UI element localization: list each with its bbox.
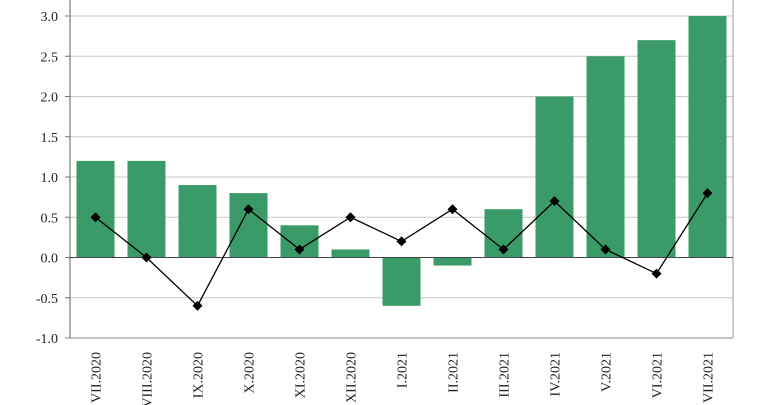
line-marker-VII.2020 bbox=[90, 212, 101, 223]
y-tick-label: -0.5 bbox=[36, 292, 58, 307]
x-tick-label: I.2021 bbox=[396, 352, 411, 388]
bar-X.2020 bbox=[229, 193, 268, 258]
line-marker-IV.2021 bbox=[549, 196, 560, 207]
x-tick-label: III.2021 bbox=[498, 352, 513, 398]
x-tick-label: VII.2021 bbox=[702, 352, 717, 403]
x-tick-label: X.2020 bbox=[243, 352, 258, 394]
bar-VI.2021 bbox=[637, 40, 676, 258]
x-tick-label: IV.2021 bbox=[549, 352, 564, 396]
x-tick-label: VII.2020 bbox=[90, 352, 105, 403]
line-marker-VI.2021 bbox=[651, 268, 662, 279]
x-tick-label: VIII.2020 bbox=[141, 352, 156, 405]
bar-VII.2021 bbox=[688, 16, 727, 258]
x-tick-label: VI.2021 bbox=[651, 352, 666, 398]
line-marker-VIII.2020 bbox=[141, 252, 152, 263]
y-tick-label: 0.5 bbox=[41, 211, 59, 226]
y-tick-label: 1.5 bbox=[41, 131, 59, 146]
line-marker-XI.2020 bbox=[294, 244, 305, 255]
x-tick-label: IX.2020 bbox=[192, 352, 207, 398]
bar-VIII.2020 bbox=[127, 160, 166, 258]
y-tick-label: 2.0 bbox=[41, 91, 59, 106]
y-tick-label: 0.0 bbox=[41, 252, 59, 267]
bar-I.2021 bbox=[382, 257, 421, 306]
y-tick-label: 1.0 bbox=[41, 171, 59, 186]
bar-XII.2020 bbox=[331, 249, 370, 258]
line-marker-XII.2020 bbox=[345, 212, 356, 223]
bar-IX.2020 bbox=[178, 185, 217, 258]
y-tick-label: -1.0 bbox=[36, 332, 58, 347]
x-tick-label: XII.2020 bbox=[345, 352, 360, 403]
line-marker-IX.2020 bbox=[192, 300, 203, 311]
line-marker-II.2021 bbox=[447, 204, 458, 215]
line-marker-X.2020 bbox=[243, 204, 254, 215]
line-marker-VII.2021 bbox=[702, 188, 713, 199]
bar-VII.2020 bbox=[76, 160, 115, 258]
line-marker-V.2021 bbox=[600, 244, 611, 255]
y-tick-label: 2.5 bbox=[41, 50, 59, 65]
x-tick-label: XI.2020 bbox=[294, 352, 309, 398]
line-marker-III.2021 bbox=[498, 244, 509, 255]
bar-V.2021 bbox=[586, 56, 625, 258]
y-tick-label: 3.0 bbox=[41, 10, 59, 25]
x-tick-label: V.2021 bbox=[600, 352, 615, 392]
bar-IV.2021 bbox=[535, 96, 574, 258]
bar-II.2021 bbox=[433, 257, 472, 266]
x-tick-label: II.2021 bbox=[447, 352, 462, 393]
line-marker-I.2021 bbox=[396, 236, 407, 247]
